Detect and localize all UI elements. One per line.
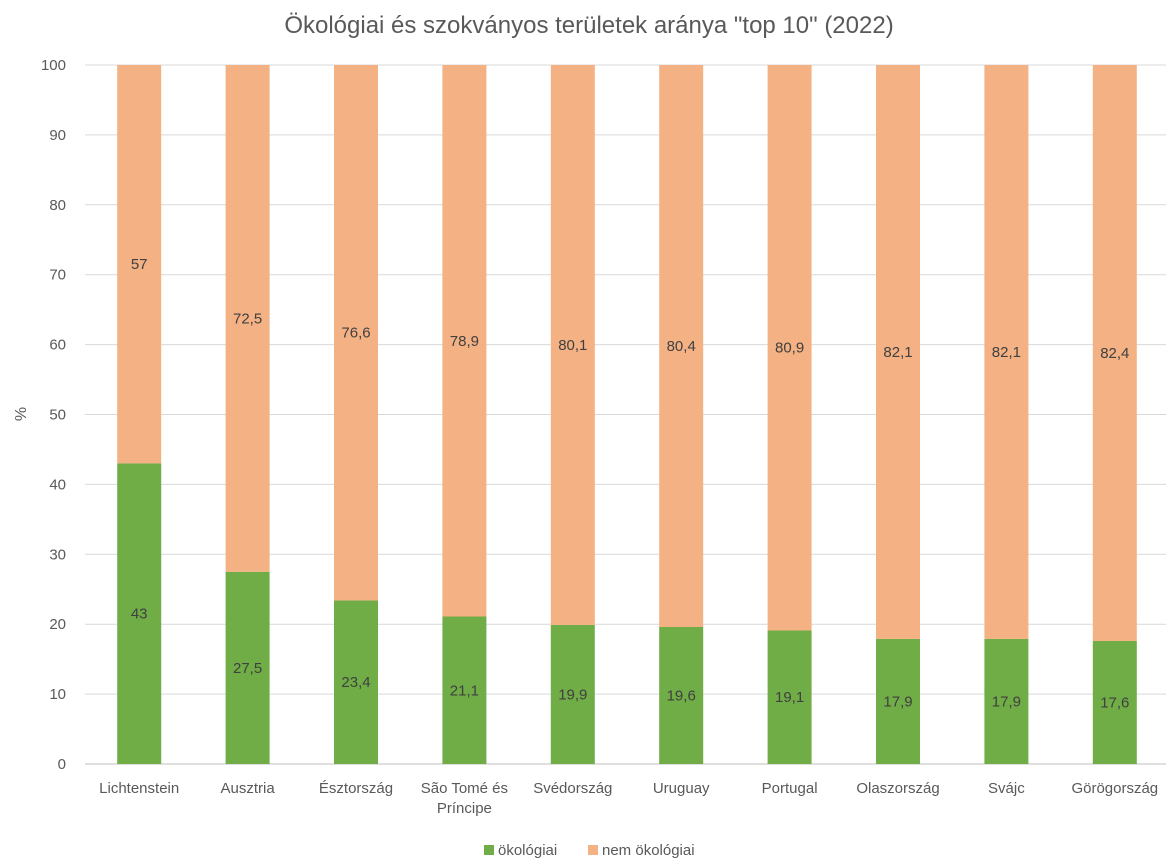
- data-label: 57: [131, 256, 148, 273]
- bar-segment-okologiai: [767, 630, 812, 764]
- bar-segment-nem-okologiai: [225, 65, 270, 572]
- data-label: 80,9: [775, 340, 804, 357]
- bar-segment-okologiai: [659, 626, 704, 764]
- x-tick-label: Görögország: [1071, 780, 1158, 797]
- data-label: 80,4: [667, 338, 696, 355]
- bar-segment-okologiai: [984, 638, 1029, 764]
- data-label: 82,1: [992, 344, 1021, 361]
- data-label: 43: [131, 606, 148, 623]
- legend-label: ökológiai: [498, 842, 557, 859]
- x-tick-label: Ausztria: [221, 780, 276, 797]
- data-label: 17,6: [1100, 694, 1129, 711]
- bar-segment-okologiai: [876, 638, 920, 764]
- data-label: 23,4: [341, 674, 370, 691]
- data-label: 78,9: [450, 333, 479, 350]
- y-tick-label: 30: [49, 546, 66, 563]
- bar-segment-nem-okologiai: [984, 65, 1029, 639]
- bar-segment-nem-okologiai: [767, 65, 812, 631]
- bar-segment-okologiai: [225, 571, 270, 764]
- bar-segment-nem-okologiai: [876, 65, 920, 639]
- data-label: 76,6: [341, 325, 370, 342]
- x-tick-label: São Tomé és Príncipe: [421, 780, 508, 817]
- data-label: 82,1: [883, 344, 912, 361]
- y-tick-label: 0: [58, 756, 66, 773]
- x-tick-label: Olaszország: [856, 780, 939, 797]
- bar-segment-okologiai: [442, 616, 487, 764]
- data-label: 27,5: [233, 660, 262, 677]
- data-label: 19,6: [667, 687, 696, 704]
- chart-title: Ökológiai és szokványos területek aránya…: [284, 12, 893, 39]
- x-axis-labels: Lichtenstein Ausztria Észtország São Tomé é…: [99, 780, 1158, 817]
- data-label: 21,1: [450, 682, 479, 699]
- y-tick-label: 60: [49, 337, 66, 354]
- data-label: 19,1: [775, 689, 804, 706]
- y-tick-label: 90: [49, 127, 66, 144]
- data-label: 17,9: [883, 693, 912, 710]
- x-tick-label: Lichtenstein: [99, 780, 179, 797]
- legend-swatch-okologiai: [484, 845, 494, 855]
- x-tick-label: Portugal: [762, 780, 818, 797]
- x-tick-label: Észtország: [319, 780, 393, 797]
- data-label: 19,9: [558, 686, 587, 703]
- x-tick-label: Uruguay: [653, 780, 710, 797]
- bar-segment-nem-okologiai: [334, 65, 378, 601]
- y-tick-label: 70: [49, 267, 66, 284]
- y-tick-label: 40: [49, 476, 66, 493]
- data-label: 82,4: [1100, 345, 1129, 362]
- bars: 43 57 27,5 72,5 23,4 76,6 21,1 78,9 19,9 80,1 19,6…: [117, 65, 1137, 764]
- data-label: 17,9: [992, 693, 1021, 710]
- bar-segment-okologiai: [550, 624, 595, 764]
- x-tick-label: Svédország: [533, 780, 612, 797]
- y-axis-label: %: [13, 407, 30, 421]
- legend: ökológiai nem ökológiai: [484, 842, 695, 859]
- legend-swatch-nem-okologiai: [588, 845, 598, 855]
- bar-segment-nem-okologiai: [442, 65, 487, 617]
- bar-segment-okologiai: [1092, 640, 1137, 764]
- bar-segment-okologiai: [117, 463, 162, 764]
- bar-segment-nem-okologiai: [1092, 65, 1137, 641]
- y-tick-label: 100: [41, 57, 66, 74]
- bar-segment-nem-okologiai: [117, 65, 162, 464]
- bar-segment-nem-okologiai: [550, 65, 595, 625]
- y-tick-label: 50: [49, 407, 66, 424]
- data-label: 72,5: [233, 310, 262, 327]
- bar-segment-nem-okologiai: [659, 65, 704, 627]
- y-tick-label: 10: [49, 686, 66, 703]
- y-tick-label: 20: [49, 616, 66, 633]
- x-tick-label: Svájc: [988, 780, 1025, 797]
- legend-label: nem ökológiai: [602, 842, 695, 859]
- y-axis-ticks: 0 10 20 30 40 50 60 70 80 90 100: [41, 57, 66, 773]
- bar-segment-okologiai: [334, 600, 378, 764]
- y-tick-label: 80: [49, 197, 66, 214]
- data-label: 80,1: [558, 337, 587, 354]
